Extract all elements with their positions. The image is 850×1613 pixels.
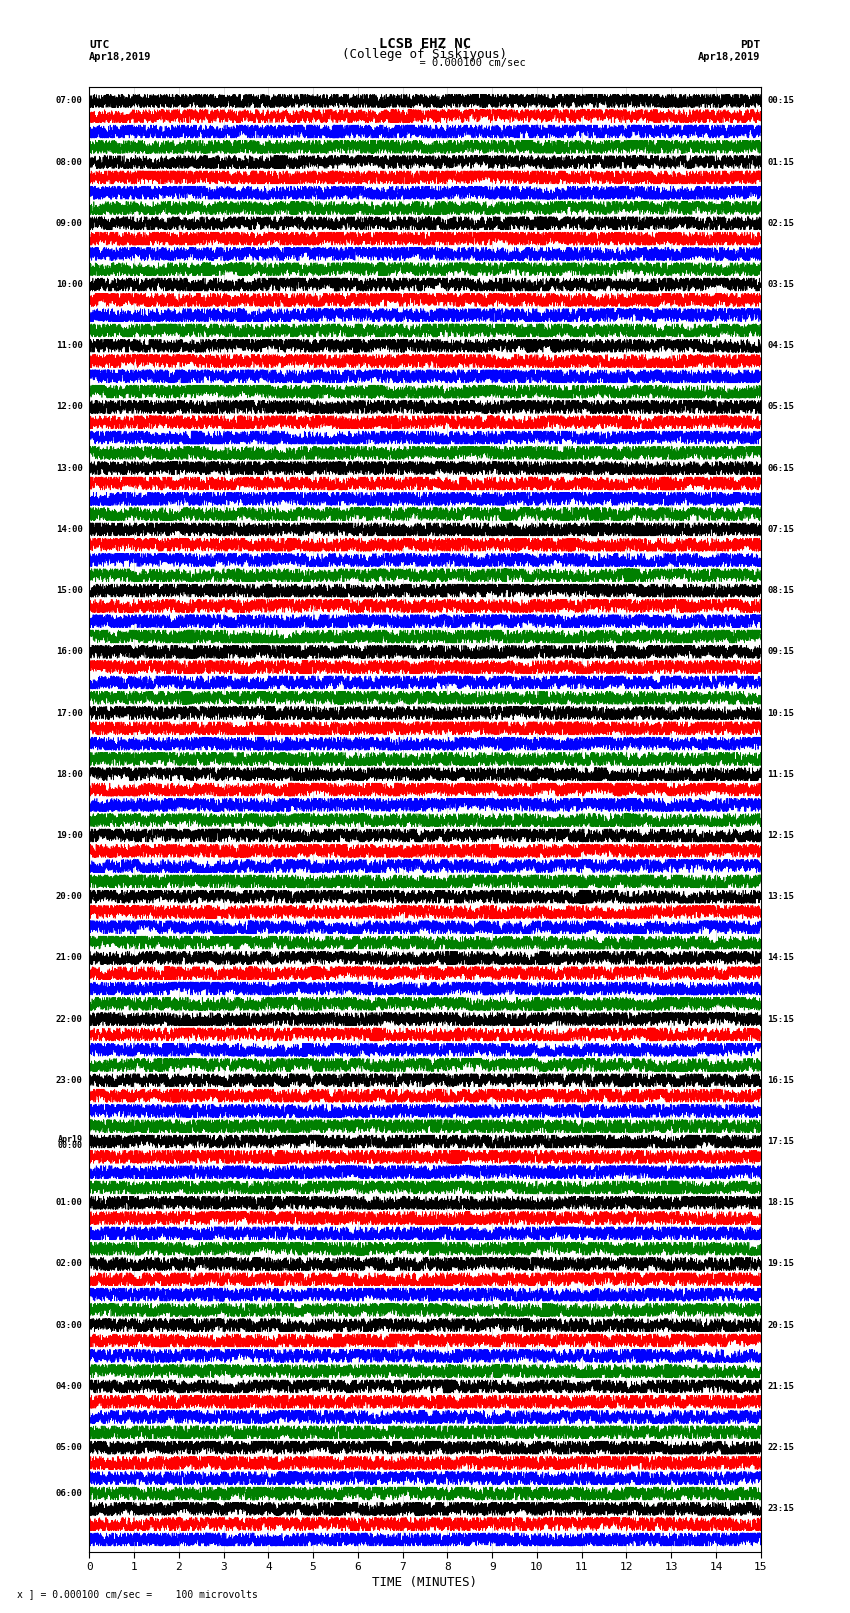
Text: 06:00: 06:00 xyxy=(55,1489,82,1498)
Text: 02:00: 02:00 xyxy=(55,1260,82,1268)
Text: x ] = 0.000100 cm/sec =    100 microvolts: x ] = 0.000100 cm/sec = 100 microvolts xyxy=(17,1589,258,1598)
X-axis label: TIME (MINUTES): TIME (MINUTES) xyxy=(372,1576,478,1589)
Text: Apr18,2019: Apr18,2019 xyxy=(89,52,152,61)
Text: 05:15: 05:15 xyxy=(768,403,795,411)
Text: 01:15: 01:15 xyxy=(768,158,795,166)
Text: 04:15: 04:15 xyxy=(768,342,795,350)
Text: 11:15: 11:15 xyxy=(768,769,795,779)
Text: = 0.000100 cm/sec: = 0.000100 cm/sec xyxy=(407,58,526,68)
Text: 07:00: 07:00 xyxy=(55,97,82,105)
Text: 12:00: 12:00 xyxy=(55,403,82,411)
Text: 16:00: 16:00 xyxy=(55,647,82,656)
Text: 14:15: 14:15 xyxy=(768,953,795,963)
Text: 15:00: 15:00 xyxy=(55,586,82,595)
Text: 03:00: 03:00 xyxy=(55,1321,82,1329)
Text: 13:15: 13:15 xyxy=(768,892,795,902)
Text: (College of Siskiyous): (College of Siskiyous) xyxy=(343,48,507,61)
Text: 09:15: 09:15 xyxy=(768,647,795,656)
Text: 14:00: 14:00 xyxy=(55,524,82,534)
Text: 15:15: 15:15 xyxy=(768,1015,795,1024)
Text: 22:00: 22:00 xyxy=(55,1015,82,1024)
Text: 11:00: 11:00 xyxy=(55,342,82,350)
Text: 22:15: 22:15 xyxy=(768,1444,795,1452)
Text: Apr19: Apr19 xyxy=(58,1136,82,1144)
Text: 03:15: 03:15 xyxy=(768,281,795,289)
Text: 08:15: 08:15 xyxy=(768,586,795,595)
Text: 23:15: 23:15 xyxy=(768,1505,795,1513)
Text: 00:15: 00:15 xyxy=(768,97,795,105)
Text: 19:15: 19:15 xyxy=(768,1260,795,1268)
Text: 20:00: 20:00 xyxy=(55,892,82,902)
Text: 13:00: 13:00 xyxy=(55,463,82,473)
Text: 00:00: 00:00 xyxy=(58,1140,82,1150)
Text: 18:00: 18:00 xyxy=(55,769,82,779)
Text: PDT: PDT xyxy=(740,40,761,50)
Text: 02:15: 02:15 xyxy=(768,219,795,227)
Text: 08:00: 08:00 xyxy=(55,158,82,166)
Text: 07:15: 07:15 xyxy=(768,524,795,534)
Text: UTC: UTC xyxy=(89,40,110,50)
Text: LCSB EHZ NC: LCSB EHZ NC xyxy=(379,37,471,52)
Text: 18:15: 18:15 xyxy=(768,1198,795,1207)
Text: 17:00: 17:00 xyxy=(55,708,82,718)
Text: 23:00: 23:00 xyxy=(55,1076,82,1086)
Text: 05:00: 05:00 xyxy=(55,1444,82,1452)
Text: 09:00: 09:00 xyxy=(55,219,82,227)
Text: 06:15: 06:15 xyxy=(768,463,795,473)
Text: 21:00: 21:00 xyxy=(55,953,82,963)
Text: 10:15: 10:15 xyxy=(768,708,795,718)
Text: 04:00: 04:00 xyxy=(55,1382,82,1390)
Text: 20:15: 20:15 xyxy=(768,1321,795,1329)
Text: Apr18,2019: Apr18,2019 xyxy=(698,52,761,61)
Text: 16:15: 16:15 xyxy=(768,1076,795,1086)
Text: 01:00: 01:00 xyxy=(55,1198,82,1207)
Text: 10:00: 10:00 xyxy=(55,281,82,289)
Text: 12:15: 12:15 xyxy=(768,831,795,840)
Text: 21:15: 21:15 xyxy=(768,1382,795,1390)
Text: 17:15: 17:15 xyxy=(768,1137,795,1147)
Text: 19:00: 19:00 xyxy=(55,831,82,840)
